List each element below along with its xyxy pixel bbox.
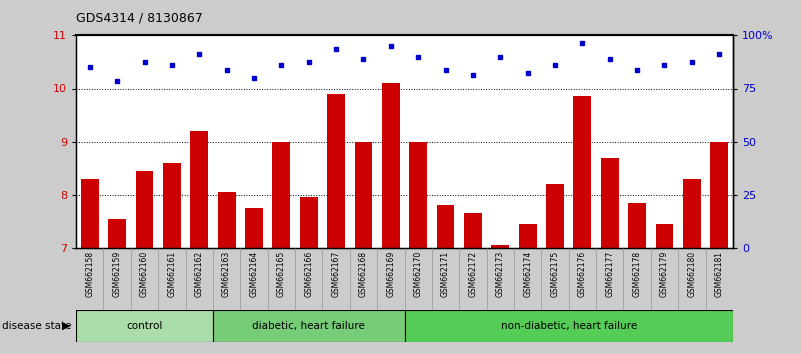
Bar — [327, 94, 345, 248]
Text: diabetic, heart failure: diabetic, heart failure — [252, 321, 365, 331]
Text: GSM662167: GSM662167 — [332, 251, 340, 297]
Bar — [108, 219, 126, 248]
Bar — [163, 163, 181, 248]
Bar — [245, 208, 263, 248]
Bar — [710, 142, 728, 248]
Bar — [76, 310, 213, 342]
Bar — [574, 97, 591, 248]
Bar — [683, 179, 701, 248]
Text: GSM662175: GSM662175 — [550, 251, 560, 297]
Bar — [81, 179, 99, 248]
Text: non-diabetic, heart failure: non-diabetic, heart failure — [501, 321, 637, 331]
Text: GSM662178: GSM662178 — [633, 251, 642, 297]
Bar — [272, 142, 290, 248]
Text: GSM662163: GSM662163 — [222, 251, 231, 297]
Bar — [655, 224, 674, 248]
Bar — [464, 213, 482, 248]
Text: GSM662165: GSM662165 — [277, 251, 286, 297]
Text: disease state: disease state — [2, 321, 71, 331]
Bar — [409, 142, 427, 248]
Text: control: control — [127, 321, 163, 331]
Text: ▶: ▶ — [62, 321, 70, 331]
Text: GSM662173: GSM662173 — [496, 251, 505, 297]
Text: GSM662161: GSM662161 — [167, 251, 176, 297]
Bar — [628, 202, 646, 248]
Text: GSM662181: GSM662181 — [714, 251, 724, 297]
Bar — [437, 205, 454, 248]
Bar — [382, 83, 400, 248]
Text: GSM662159: GSM662159 — [113, 251, 122, 297]
Text: GSM662160: GSM662160 — [140, 251, 149, 297]
Text: GSM662169: GSM662169 — [386, 251, 396, 297]
Text: GSM662177: GSM662177 — [606, 251, 614, 297]
Text: GSM662170: GSM662170 — [413, 251, 423, 297]
Bar — [135, 171, 154, 248]
Bar — [300, 198, 318, 248]
Bar — [213, 310, 405, 342]
Text: GSM662164: GSM662164 — [249, 251, 259, 297]
Text: GDS4314 / 8130867: GDS4314 / 8130867 — [76, 12, 203, 25]
Text: GSM662172: GSM662172 — [469, 251, 477, 297]
Bar — [546, 184, 564, 248]
Bar — [519, 224, 537, 248]
Text: GSM662166: GSM662166 — [304, 251, 313, 297]
Bar — [491, 245, 509, 248]
Text: GSM662174: GSM662174 — [523, 251, 532, 297]
Bar — [355, 142, 372, 248]
Bar — [191, 131, 208, 248]
Text: GSM662158: GSM662158 — [85, 251, 95, 297]
Text: GSM662168: GSM662168 — [359, 251, 368, 297]
Text: GSM662180: GSM662180 — [687, 251, 696, 297]
Bar — [405, 310, 733, 342]
Text: GSM662162: GSM662162 — [195, 251, 203, 297]
Text: GSM662171: GSM662171 — [441, 251, 450, 297]
Text: GSM662176: GSM662176 — [578, 251, 587, 297]
Bar — [218, 192, 235, 248]
Bar — [601, 158, 618, 248]
Text: GSM662179: GSM662179 — [660, 251, 669, 297]
